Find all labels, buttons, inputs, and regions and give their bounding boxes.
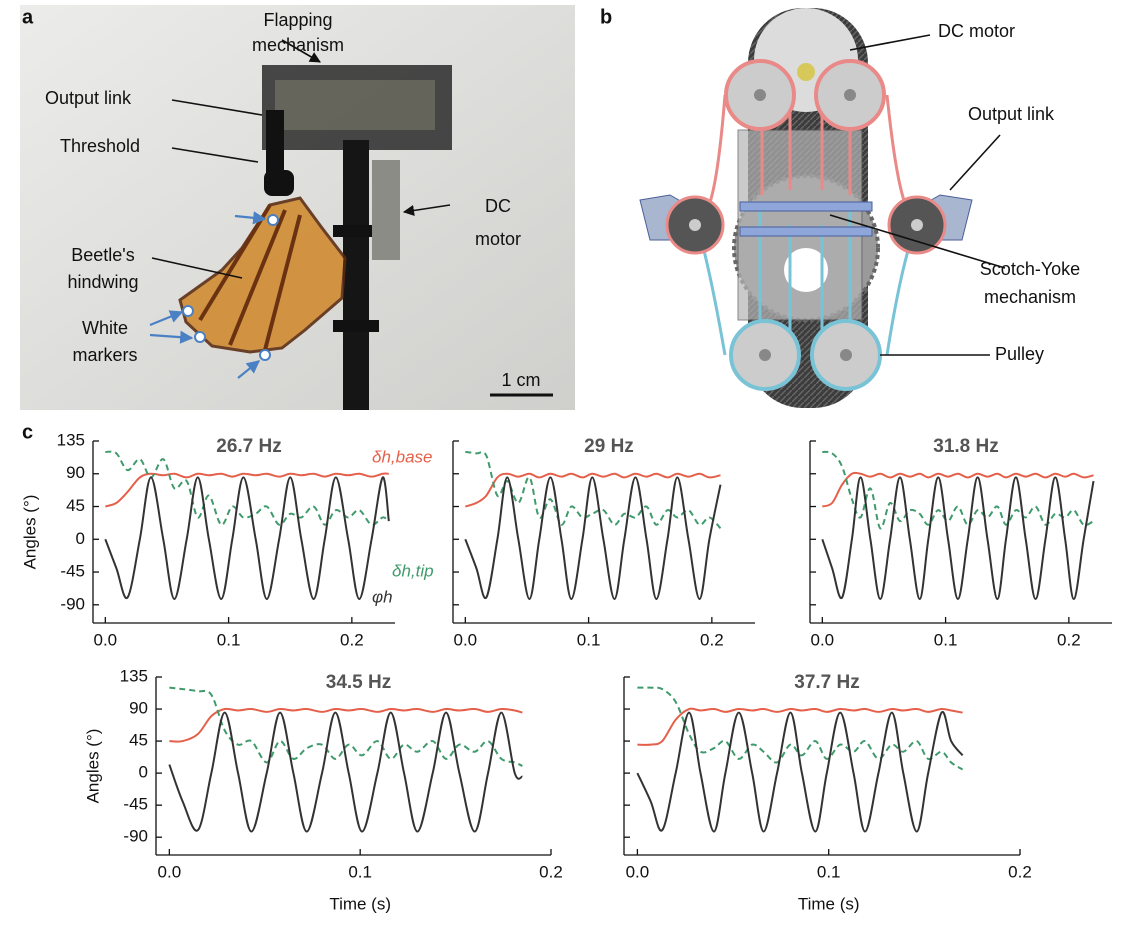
photo-label: DC <box>485 196 511 216</box>
panel-label: c <box>22 421 33 443</box>
y-axis-label: Angles (°) <box>20 495 39 570</box>
chart-title: 31.8 Hz <box>933 436 998 457</box>
panel-label: a <box>22 6 34 28</box>
y-axis-label: Angles (°) <box>83 729 102 804</box>
scale-label: 1 cm <box>501 370 540 390</box>
x-tick-label: 0.2 <box>539 862 563 881</box>
x-tick-label: 0.0 <box>158 862 182 881</box>
photo-label: hindwing <box>67 272 138 292</box>
series-line <box>465 450 722 530</box>
diagram-label: mechanism <box>984 287 1076 307</box>
diagram-label: DC motor <box>938 21 1015 41</box>
x-tick-label: 0.2 <box>1057 630 1081 649</box>
x-tick-label: 0.0 <box>454 630 478 649</box>
photo-label: Flapping <box>263 10 332 30</box>
y-tick-label: -45 <box>60 562 85 581</box>
chart-title: 34.5 Hz <box>326 672 391 693</box>
series-line <box>104 476 390 600</box>
series-line <box>637 686 964 771</box>
x-tick-label: 0.1 <box>217 630 241 649</box>
photo-label: Threshold <box>60 136 140 156</box>
series-line <box>169 686 523 767</box>
series-line <box>465 472 721 508</box>
photo-label: White <box>82 318 128 338</box>
panel-label: b <box>600 6 612 28</box>
x-tick-label: 0.2 <box>700 630 724 649</box>
x-tick-label: 0.2 <box>1008 862 1032 881</box>
photo-label: Output link <box>45 88 132 108</box>
x-tick-label: 0.2 <box>340 630 364 649</box>
series-label: δh,base <box>372 447 433 466</box>
x-axis-label: Time (s) <box>798 894 860 913</box>
chart-title: 37.7 Hz <box>794 672 859 693</box>
y-tick-label: 135 <box>57 430 85 449</box>
photo <box>20 5 575 410</box>
x-tick-label: 0.0 <box>626 862 650 881</box>
photo-label: markers <box>72 345 137 365</box>
series-line <box>464 476 722 600</box>
y-tick-label: 0 <box>76 529 85 548</box>
series-line <box>169 707 523 743</box>
photo-label: Beetle's <box>71 245 134 265</box>
x-tick-label: 0.1 <box>817 862 841 881</box>
y-tick-label: 90 <box>66 463 85 482</box>
y-tick-label: -45 <box>123 795 148 814</box>
chart-title: 29 Hz <box>584 436 634 457</box>
y-tick-label: 0 <box>139 763 148 782</box>
photo-label: mechanism <box>252 35 344 55</box>
diagram <box>639 8 1006 408</box>
y-tick-label: 90 <box>129 699 148 718</box>
series-line <box>105 472 389 508</box>
y-tick-label: -90 <box>123 827 148 846</box>
y-tick-label: 45 <box>66 496 85 515</box>
y-tick-label: 135 <box>120 666 148 685</box>
x-tick-label: 0.0 <box>94 630 118 649</box>
x-tick-label: 0.1 <box>934 630 958 649</box>
x-tick-label: 0.0 <box>811 630 835 649</box>
series-line <box>105 450 390 526</box>
y-tick-label: 45 <box>129 731 148 750</box>
series-line <box>637 707 963 746</box>
x-axis-label: Time (s) <box>329 894 391 913</box>
series-label: δh,tip <box>392 561 434 580</box>
labels: a b c <box>22 6 612 443</box>
series-line <box>821 476 1095 600</box>
y-tick-label: -90 <box>60 594 85 613</box>
x-tick-label: 0.1 <box>577 630 601 649</box>
diagram-label: Scotch-Yoke <box>980 259 1080 279</box>
photo-label: motor <box>475 229 521 249</box>
series-line <box>168 711 523 833</box>
diagram-label: Pulley <box>995 344 1044 364</box>
diagram-label: Output link <box>968 104 1055 124</box>
series-line <box>821 471 1094 508</box>
chart-title: 26.7 Hz <box>216 436 281 457</box>
series-line <box>636 710 964 833</box>
series-label: φh <box>372 587 393 606</box>
x-tick-label: 0.1 <box>348 862 372 881</box>
